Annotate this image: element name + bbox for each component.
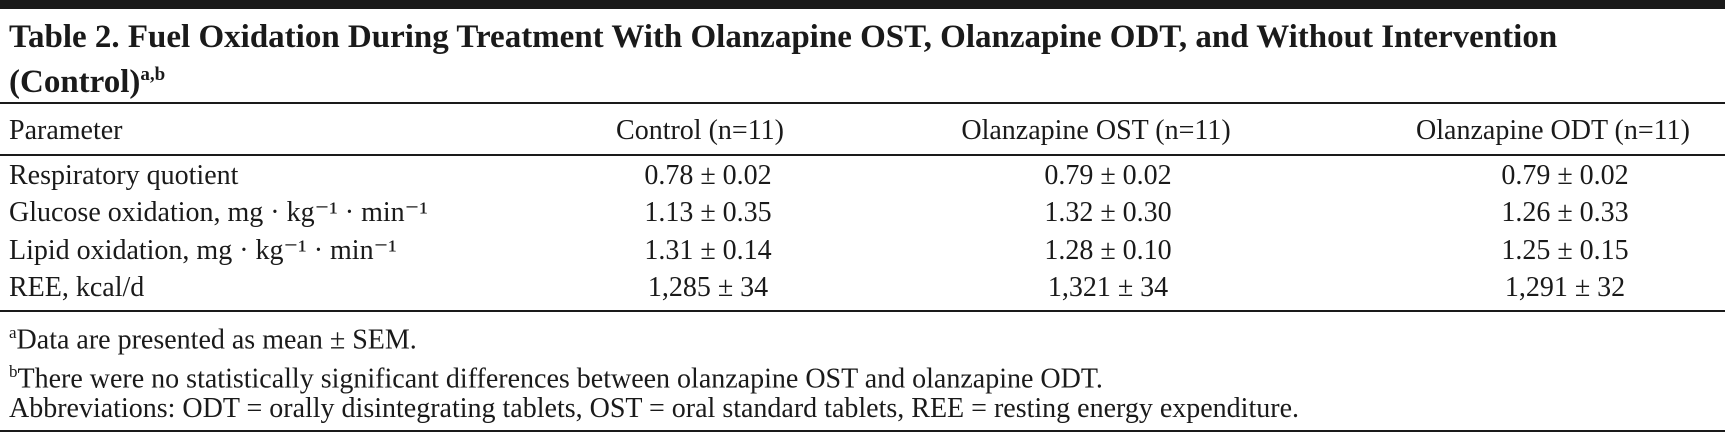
row-label: Lipid oxidation, mg · kg⁻¹ · min⁻¹ [9,235,397,266]
abbreviations: Abbreviations: ODT = orally disintegrati… [9,393,1299,424]
value-cell: 1.28 ± 0.10 [1044,235,1172,266]
value-cell: 1.32 ± 0.30 [1044,197,1172,228]
rule [0,430,1725,432]
value-cell: 0.79 ± 0.02 [1501,160,1629,191]
column-header: Olanzapine OST (n=11) [961,115,1231,146]
footnote-mark: a [9,323,17,342]
value-cell: 1.25 ± 0.15 [1501,235,1629,266]
value-cell: 1,285 ± 34 [647,272,769,303]
row-label: Respiratory quotient [9,160,239,191]
footnote: aData are presented as mean ± SEM. [9,316,417,357]
title-text: Table 2. Fuel Oxidation During Treatment… [9,19,1558,100]
column-header: Olanzapine ODT (n=11) [1416,115,1690,146]
value-cell: 0.79 ± 0.02 [1044,160,1172,191]
row-label: REE, kcal/d [9,272,145,303]
table-title: Table 2. Fuel Oxidation During Treatment… [9,18,1709,101]
rule [0,310,1725,312]
footnote-mark: b [9,362,18,381]
rule [0,102,1725,104]
column-header: Control (n=11) [616,115,784,146]
row-label: Glucose oxidation, mg · kg⁻¹ · min⁻¹ [9,197,428,228]
value-cell: 0.78 ± 0.02 [644,160,772,191]
top-bar [0,0,1725,9]
footnote: bThere were no statistically significant… [9,355,1103,396]
value-cell: 1.26 ± 0.33 [1501,197,1629,228]
value-cell: 1,321 ± 34 [1047,272,1169,303]
value-cell: 1.13 ± 0.35 [644,197,772,228]
title-superscript: a,b [140,64,166,85]
footnote-text: Data are presented as mean ± SEM. [16,324,417,356]
column-header: Parameter [9,115,123,146]
value-cell: 1.31 ± 0.14 [644,235,772,266]
footnote-text: There were no statistically significant … [17,363,1103,395]
rule [0,154,1725,156]
value-cell: 1,291 ± 32 [1504,272,1626,303]
